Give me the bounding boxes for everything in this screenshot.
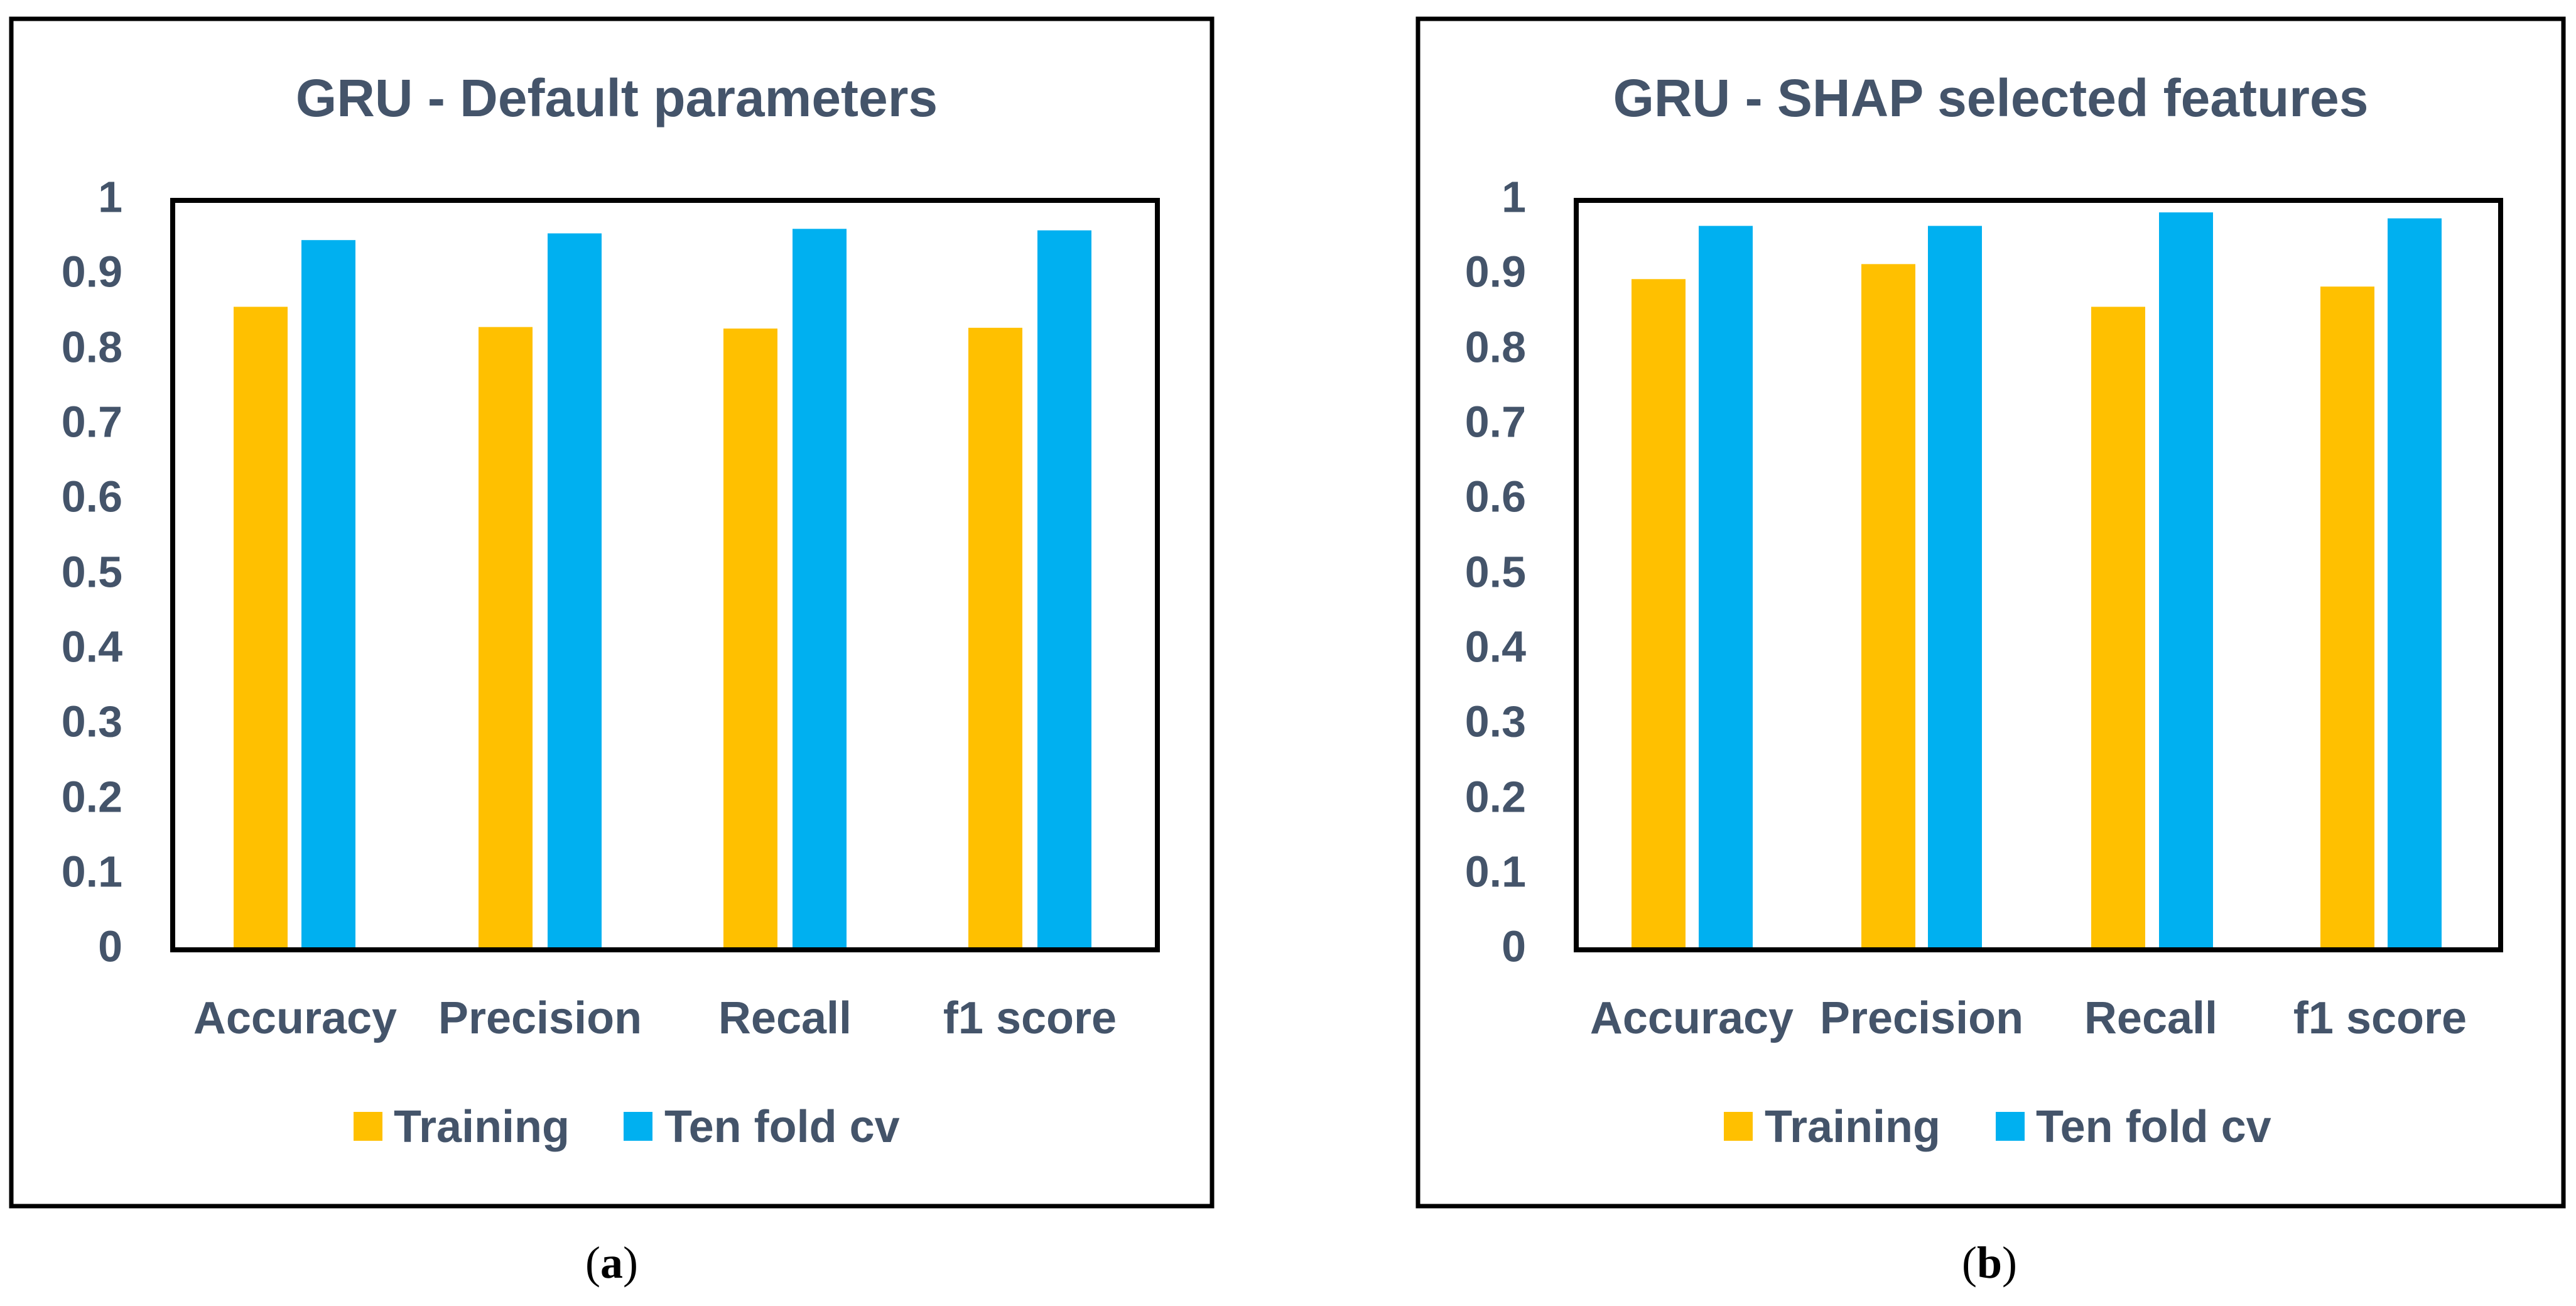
panel-a-y-tick: 0.8 bbox=[62, 322, 122, 371]
panel-b-y-tick: 0.2 bbox=[1465, 772, 1526, 821]
panel-b-title: GRU - SHAP selected features bbox=[1613, 68, 2369, 128]
panel-b: GRU - SHAP selected features 0 0.1 0.2 0… bbox=[1415, 16, 2566, 1288]
panel-b-y-tick: 0.9 bbox=[1465, 247, 1526, 296]
panel-b-bar-cv-precision bbox=[1928, 226, 1982, 950]
panel-b-bars bbox=[1632, 212, 2442, 950]
panel-a-x-tick: Recall bbox=[718, 993, 852, 1043]
panel-b-y-ticks: 0 0.1 0.2 0.3 0.4 0.5 0.6 0.7 0.8 0.9 1 bbox=[1465, 172, 1526, 971]
panel-a-bar-training-f1 bbox=[968, 327, 1022, 950]
panel-a-bar-cv-f1 bbox=[1037, 230, 1091, 950]
panel-a-legend-label-training: Training bbox=[394, 1102, 570, 1152]
panel-a-legend: Training Ten fold cv bbox=[354, 1102, 900, 1152]
panel-b-plot-frame bbox=[1574, 198, 2503, 952]
panel-a-bar-training-precision bbox=[479, 327, 533, 950]
panel-b-y-tick: 0.3 bbox=[1465, 697, 1526, 746]
panel-b-bar-training-recall bbox=[2091, 307, 2145, 950]
panel-a-bars bbox=[234, 229, 1091, 950]
panel-a-x-categories: Accuracy Precision Recall f1 score bbox=[193, 993, 1117, 1043]
panel-a-legend-swatch-training bbox=[354, 1112, 382, 1141]
panel-a-y-tick: 0.3 bbox=[62, 697, 122, 746]
panel-b-bar-cv-accuracy bbox=[1699, 226, 1753, 950]
panel-b-bar-cv-recall bbox=[2159, 212, 2213, 950]
panel-a-y-ticks: 0 0.1 0.2 0.3 0.4 0.5 0.6 0.7 0.8 0.9 1 bbox=[62, 172, 122, 971]
panel-a-bar-cv-precision bbox=[548, 233, 602, 950]
panel-b-y-tick: 0.6 bbox=[1465, 472, 1526, 521]
panel-b-x-tick: f1 score bbox=[2293, 993, 2467, 1043]
panel-b-x-tick: Accuracy bbox=[1590, 993, 1794, 1043]
panel-a-y-tick: 0.6 bbox=[62, 472, 122, 521]
panel-b-caption: (b) bbox=[1962, 1238, 2017, 1288]
panel-b-legend: Training Ten fold cv bbox=[1724, 1102, 2271, 1152]
panel-b-y-tick: 0.7 bbox=[1465, 397, 1526, 446]
panel-b-y-tick: 0.8 bbox=[1465, 322, 1526, 371]
panel-b-x-tick: Recall bbox=[2084, 993, 2217, 1043]
panel-a-y-tick: 0.5 bbox=[62, 547, 122, 596]
panel-a-x-tick: Precision bbox=[438, 993, 642, 1043]
panel-b-legend-swatch-cv bbox=[1996, 1112, 2025, 1141]
panel-a-y-tick: 0.7 bbox=[62, 397, 122, 446]
panel-a-title: GRU - Default parameters bbox=[296, 68, 938, 128]
panel-b-x-tick: Precision bbox=[1820, 993, 2023, 1043]
panel-a-legend-label-cv: Ten fold cv bbox=[664, 1102, 900, 1152]
panel-b-legend-swatch-training bbox=[1724, 1112, 1753, 1141]
panel-a-bar-cv-accuracy bbox=[301, 240, 355, 950]
panel-a-y-tick: 0.9 bbox=[62, 247, 122, 296]
panel-a-bar-training-recall bbox=[723, 329, 777, 950]
panel-b-bar-cv-f1 bbox=[2388, 218, 2442, 950]
panel-a-y-tick: 0.1 bbox=[62, 847, 122, 896]
panel-b-y-tick: 0.5 bbox=[1465, 547, 1526, 596]
panel-b-bar-training-accuracy bbox=[1632, 279, 1686, 950]
panel-a-y-tick: 0.4 bbox=[62, 622, 122, 671]
panel-b-y-tick: 0.4 bbox=[1465, 622, 1526, 671]
panel-a-plot-frame bbox=[170, 198, 1160, 952]
panel-a-x-tick: Accuracy bbox=[193, 993, 397, 1043]
panel-b-legend-label-training: Training bbox=[1765, 1102, 1940, 1152]
panel-b-bar-training-precision bbox=[1861, 264, 1915, 950]
panel-b-bar-training-f1 bbox=[2320, 286, 2374, 950]
panel-b-y-tick: 0 bbox=[1502, 922, 1526, 971]
panel-b-x-categories: Accuracy Precision Recall f1 score bbox=[1590, 993, 2467, 1043]
panel-a-bar-cv-recall bbox=[793, 229, 847, 950]
panel-b-y-tick: 1 bbox=[1502, 172, 1526, 221]
panel-a-x-tick: f1 score bbox=[943, 993, 1117, 1043]
panel-a-y-tick: 0.2 bbox=[62, 772, 122, 821]
panel-b-y-tick: 0.1 bbox=[1465, 847, 1526, 896]
panel-a-y-tick: 1 bbox=[98, 172, 122, 221]
panel-a: GRU - Default parameters 0 0.1 0.2 0.3 0… bbox=[9, 16, 1215, 1288]
panel-a-y-tick: 0 bbox=[98, 922, 122, 971]
panel-a-legend-swatch-cv bbox=[624, 1112, 652, 1141]
panel-a-bar-training-accuracy bbox=[234, 307, 288, 950]
panel-a-caption: (a) bbox=[585, 1238, 638, 1288]
panel-b-legend-label-cv: Ten fold cv bbox=[2036, 1102, 2271, 1152]
